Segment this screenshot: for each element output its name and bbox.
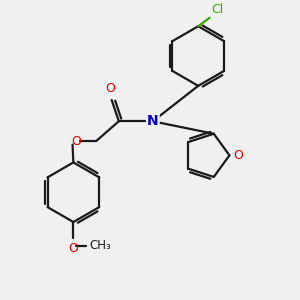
Text: O: O [71,135,81,148]
Text: CH₃: CH₃ [89,239,111,252]
Text: N: N [147,114,159,128]
Text: O: O [105,82,115,95]
Text: O: O [234,149,244,162]
Text: O: O [68,242,78,255]
Text: Cl: Cl [211,3,223,16]
